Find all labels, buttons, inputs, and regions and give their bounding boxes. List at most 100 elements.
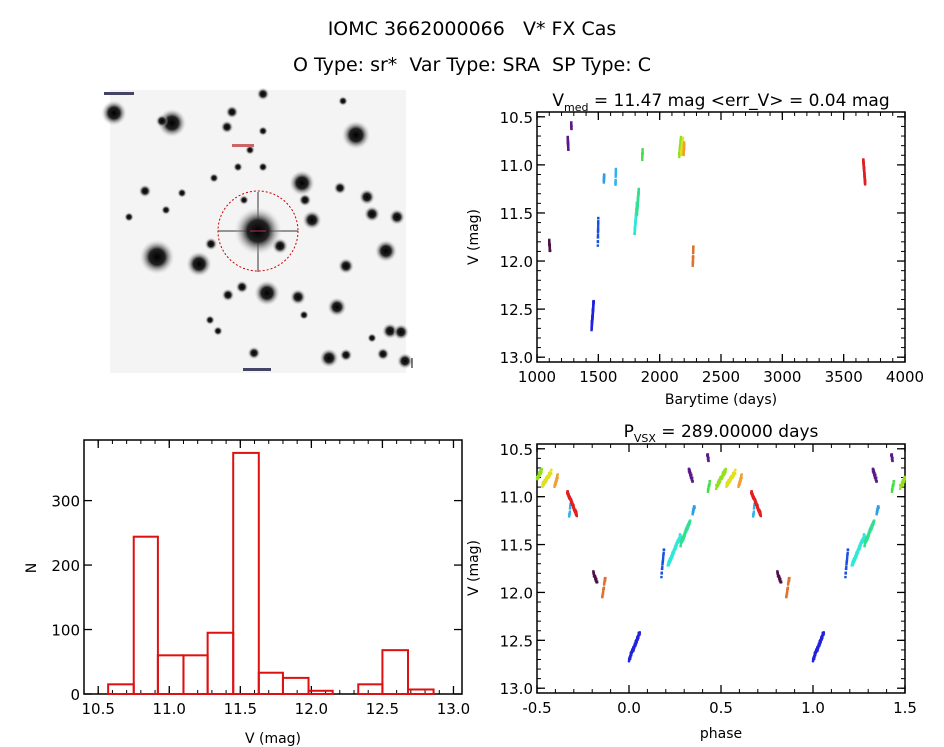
phase-point	[899, 485, 903, 489]
phase-point	[756, 504, 759, 508]
star	[364, 206, 380, 222]
phase-point	[892, 480, 896, 483]
phase-point	[538, 474, 541, 477]
phase-point	[863, 544, 866, 547]
phase-point	[715, 485, 719, 489]
phase-point	[724, 470, 727, 473]
phase-point	[733, 472, 737, 476]
phase-point	[858, 546, 861, 549]
star	[205, 315, 215, 325]
lightcurve-point	[634, 225, 637, 228]
phase-point	[751, 515, 755, 518]
phase-point	[661, 562, 664, 566]
phase-point	[706, 453, 710, 457]
phase-point	[853, 558, 857, 562]
lightcurve-point	[591, 311, 595, 315]
star	[239, 195, 249, 205]
phase-point	[632, 648, 635, 652]
star	[254, 280, 280, 306]
star	[101, 100, 127, 126]
star	[298, 193, 312, 207]
lightcurve-point	[596, 225, 600, 228]
lightcurve-title: Vmed = 11.47 mag <err_V> = 0.04 mag	[552, 91, 889, 114]
phase-point	[635, 640, 638, 643]
lightcurve-xtick-label: 4000	[886, 368, 924, 386]
phase-point	[693, 506, 696, 510]
lightcurve-ytick-label: 10.5	[500, 109, 533, 127]
phase-point	[675, 544, 679, 547]
phase-point	[689, 471, 692, 475]
lightcurve-point	[679, 138, 683, 141]
lightcurve-point	[570, 124, 573, 128]
phase-point	[706, 490, 710, 493]
star	[235, 280, 249, 294]
phase-point	[688, 522, 691, 526]
star	[161, 205, 171, 215]
lightcurve-point	[691, 258, 695, 261]
phase-point	[574, 508, 577, 512]
phase-point	[890, 457, 894, 461]
star	[177, 188, 187, 198]
phase-point	[866, 538, 869, 541]
lightcurve-point	[691, 260, 695, 263]
phase-point	[595, 580, 599, 584]
lightcurve-point	[682, 151, 686, 154]
phase-xtick-label: 1.0	[801, 699, 825, 717]
lightcurve-point	[596, 227, 600, 230]
lightcurve-point	[602, 178, 606, 182]
lightcurve-point	[680, 151, 683, 155]
phase-point	[758, 508, 761, 512]
lightcurve-point	[633, 227, 637, 230]
phase-plot: PVSX = 289.00000 days phase V (mag) -0.5…	[466, 422, 917, 742]
lightcurve-point	[678, 155, 681, 159]
histogram-bar	[257, 671, 284, 696]
star	[302, 210, 322, 230]
phase-point	[679, 534, 682, 537]
lightcurve-point	[597, 220, 600, 223]
phase-point	[723, 472, 726, 475]
lightcurve-point	[637, 193, 640, 197]
phase-point	[568, 507, 572, 510]
phase-point	[754, 498, 757, 502]
lightcurve-point	[592, 305, 595, 308]
phase-point	[734, 468, 737, 472]
phase-point	[662, 551, 665, 555]
lightcurve-point	[548, 240, 551, 243]
phase-point	[630, 653, 633, 657]
histogram-ytick-label: 300	[51, 493, 80, 511]
lightcurve-point	[678, 148, 682, 152]
lightcurve-point	[691, 261, 695, 264]
lightcurve-point	[679, 143, 682, 146]
phase-point	[891, 484, 895, 487]
lightcurve-point	[641, 152, 644, 156]
lightcurve-point	[692, 245, 695, 248]
phase-point	[846, 551, 849, 555]
star	[290, 289, 306, 305]
phase-point	[543, 481, 547, 485]
phase-xtick-label: 0.0	[617, 699, 641, 717]
lightcurve-point	[591, 317, 594, 321]
histogram-ylabel: N	[24, 563, 40, 573]
phase-point	[601, 592, 605, 596]
lightcurve-ylabel: V (mag)	[466, 209, 482, 265]
star	[374, 239, 398, 263]
phase-point	[903, 477, 906, 481]
lightcurve-point	[634, 214, 638, 218]
histogram-axes-frame	[83, 439, 463, 695]
phase-point	[822, 633, 825, 636]
star	[338, 258, 354, 274]
phase-point	[548, 474, 551, 478]
phase-point	[759, 512, 762, 515]
image-corner-label-mark	[104, 92, 134, 95]
histogram-ytick-label: 200	[51, 557, 80, 575]
star	[213, 326, 223, 336]
phase-point	[679, 536, 682, 539]
lightcurve-point	[863, 177, 867, 180]
phase-point	[820, 638, 823, 641]
phase-point	[602, 589, 605, 593]
lightcurve-point	[692, 248, 695, 251]
phase-point	[540, 470, 543, 473]
phase-point	[671, 554, 674, 557]
phase-point	[861, 539, 865, 542]
